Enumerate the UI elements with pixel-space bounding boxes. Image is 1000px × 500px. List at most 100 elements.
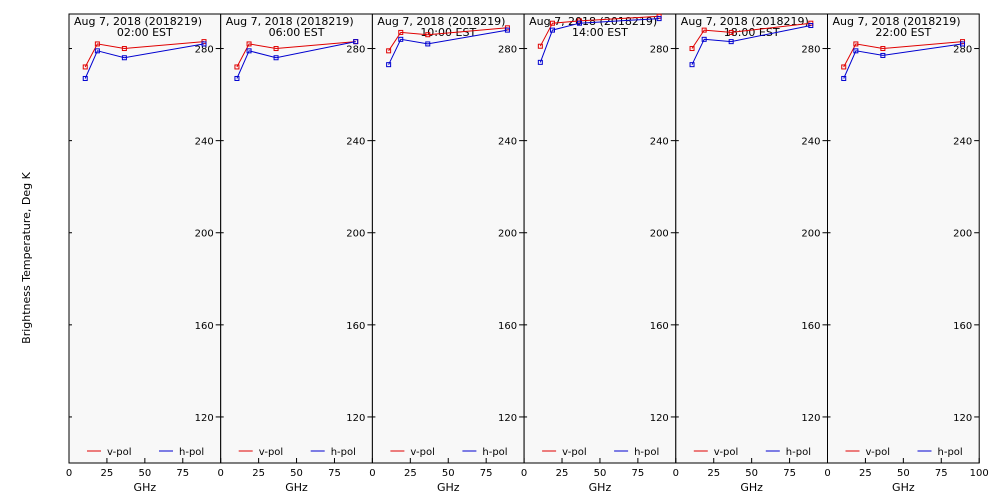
x-tick-label: 75: [176, 468, 189, 479]
legend-label-v-pol: v-pol: [562, 447, 587, 458]
x-tick-label: 25: [556, 468, 569, 479]
x-tick-label: 0: [673, 468, 679, 479]
data-point-h-pol: [537, 59, 543, 65]
y-tick-label: 240: [498, 137, 517, 148]
data-point-v-pol: [701, 27, 707, 33]
y-tick-label: 200: [195, 229, 214, 240]
panel-subtitle: 22:00 EST: [875, 26, 931, 39]
panel-subtitle: 06:00 EST: [269, 26, 325, 39]
x-tick-label: 75: [935, 468, 948, 479]
data-point-v-pol: [728, 29, 734, 35]
data-point-h-pol: [808, 23, 814, 29]
y-tick-label: 240: [801, 137, 820, 148]
series-line-h-pol: [388, 29, 508, 65]
legend-label-h-pol: h-pol: [482, 447, 507, 458]
panel-2: 120 160 200 240 280 0 25 50 75 Aug 7, 2018 (20182…: [218, 13, 373, 494]
legend-label-h-pol: h-pol: [634, 447, 659, 458]
series-line-h-pol: [539, 18, 660, 63]
x-axis-label: GHz: [589, 481, 612, 494]
panel-1: 120 160 200 240 280 0 25 50 75 Aug 7, 2018 (20182…: [66, 13, 222, 494]
data-point-v-pol: [398, 29, 404, 35]
y-tick-label: 160: [346, 321, 365, 332]
series-line-v-pol: [236, 41, 356, 68]
series-line-h-pol: [691, 25, 811, 65]
x-tick-label: 50: [897, 468, 910, 479]
data-point-h-pol: [201, 41, 207, 47]
y-tick-label: 280: [650, 45, 669, 56]
y-tick-label: 160: [953, 321, 972, 332]
data-point-v-pol: [880, 46, 886, 52]
series-line-v-pol: [388, 27, 508, 52]
y-tick-label: 240: [346, 137, 365, 148]
data-point-h-pol: [273, 55, 279, 61]
x-tick-label: 50: [442, 468, 455, 479]
y-tick-label: 280: [498, 45, 517, 56]
y-tick-label: 120: [953, 413, 972, 424]
y-tick-label: 200: [498, 229, 517, 240]
y-tick-label: 120: [650, 413, 669, 424]
series-line-h-pol: [236, 41, 356, 79]
x-tick-label: 0: [369, 468, 375, 479]
data-point-v-pol: [82, 64, 88, 70]
panel-frame: [68, 13, 222, 464]
y-tick-label: 280: [346, 45, 365, 56]
legend-label-h-pol: h-pol: [331, 447, 356, 458]
x-tick-label: 25: [707, 468, 720, 479]
x-tick-label: 0: [66, 468, 72, 479]
y-tick-label: 280: [801, 45, 820, 56]
data-point-v-pol: [841, 64, 847, 70]
panel-frame: [827, 13, 980, 464]
data-point-h-pol: [246, 48, 252, 54]
x-tick-label: 25: [859, 468, 872, 479]
x-axis-label: GHz: [134, 481, 157, 494]
legend-label-h-pol: h-pol: [786, 447, 811, 458]
series-line-v-pol: [691, 22, 811, 49]
panel-frame: [675, 13, 828, 464]
y-tick-label: 240: [650, 137, 669, 148]
x-axis-label: GHz: [892, 481, 915, 494]
x-tick-label: 100: [970, 468, 989, 479]
data-point-h-pol: [386, 62, 392, 68]
x-tick-label: 25: [252, 468, 265, 479]
y-tick-label: 200: [801, 229, 820, 240]
x-tick-label: 25: [404, 468, 417, 479]
panel-frame: [523, 13, 677, 464]
y-tick-label: 160: [650, 321, 669, 332]
series-line-v-pol: [843, 41, 963, 68]
y-axis-label: Brightness Temperature, Deg K: [20, 171, 33, 343]
data-point-h-pol: [576, 20, 582, 26]
legend-label-v-pol: v-pol: [259, 447, 284, 458]
data-point-h-pol: [504, 27, 510, 33]
x-tick-label: 0: [521, 468, 527, 479]
panel-title: Aug 7, 2018 (2018219): [833, 15, 961, 28]
y-tick-label: 160: [801, 321, 820, 332]
panel-frame: [220, 13, 373, 464]
series-line-v-pol: [84, 41, 205, 68]
data-point-v-pol: [121, 46, 127, 52]
y-tick-label: 120: [498, 413, 517, 424]
data-point-v-pol: [689, 46, 695, 52]
panel-subtitle: 02:00 EST: [117, 26, 173, 39]
panel-3: 120 160 200 240 280 0 25 50 75 Aug 7, 2018 (20182…: [369, 13, 525, 494]
x-tick-label: 50: [290, 468, 303, 479]
data-point-v-pol: [94, 41, 100, 47]
data-point-h-pol: [728, 39, 734, 45]
y-tick-label: 120: [801, 413, 820, 424]
data-point-h-pol: [425, 41, 431, 47]
x-tick-label: 75: [480, 468, 493, 479]
data-point-v-pol: [549, 20, 555, 26]
x-axis-label: GHz: [285, 481, 308, 494]
legend-label-h-pol: h-pol: [179, 447, 204, 458]
x-tick-label: 25: [101, 468, 114, 479]
y-tick-label: 240: [953, 137, 972, 148]
data-point-v-pol: [273, 46, 279, 52]
panel-title: Aug 7, 2018 (2018219): [681, 15, 809, 28]
data-point-v-pol: [234, 64, 240, 70]
x-tick-label: 75: [632, 468, 645, 479]
series-line-h-pol: [843, 43, 963, 79]
panel-title: Aug 7, 2018 (2018219): [377, 15, 505, 28]
y-tick-label: 160: [195, 321, 214, 332]
x-tick-label: 75: [328, 468, 341, 479]
